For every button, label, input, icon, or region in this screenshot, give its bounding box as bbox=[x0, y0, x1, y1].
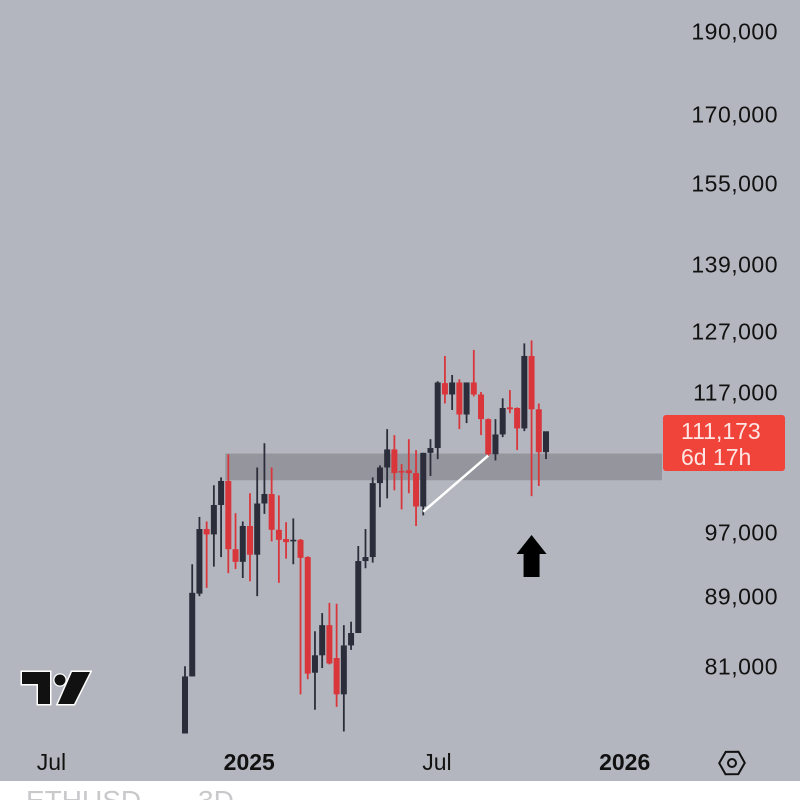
interval: 3D bbox=[198, 785, 234, 800]
last-price-value: 111,173 bbox=[681, 418, 761, 445]
candle-up bbox=[319, 625, 326, 656]
candle-down bbox=[528, 355, 535, 410]
time-tick-label: Jul bbox=[36, 749, 67, 775]
candle-down bbox=[398, 470, 405, 473]
candle-up bbox=[182, 676, 188, 734]
candle-down bbox=[441, 383, 448, 395]
candle-down bbox=[470, 382, 477, 395]
candle-up bbox=[362, 557, 369, 562]
price-tick-label: 155,000 bbox=[691, 170, 778, 197]
candle-up bbox=[420, 452, 427, 507]
candle-down bbox=[268, 493, 275, 530]
price-tick-label: 89,000 bbox=[704, 583, 778, 610]
candle-up bbox=[254, 503, 261, 555]
candle-up bbox=[463, 382, 470, 415]
candle-up bbox=[261, 493, 268, 504]
candle-up bbox=[311, 655, 318, 673]
candle-up bbox=[499, 408, 506, 435]
time-tick-label: 2025 bbox=[223, 749, 275, 775]
candle-down bbox=[405, 470, 412, 474]
candle-up bbox=[290, 539, 297, 542]
price-tick-label: 139,000 bbox=[691, 251, 778, 278]
candle-down bbox=[246, 525, 253, 555]
time-axis[interactable]: Jul 2025 Jul 2026 bbox=[0, 745, 800, 781]
candlestick-chart[interactable] bbox=[0, 0, 800, 745]
candle-down bbox=[413, 473, 420, 507]
symbol-footer[interactable]: ETHUSD 3D bbox=[0, 781, 800, 800]
candle-down bbox=[225, 480, 232, 550]
candle-down bbox=[456, 382, 463, 415]
candle-down bbox=[283, 539, 290, 543]
price-tick-label: 170,000 bbox=[691, 101, 778, 128]
candle-up bbox=[369, 483, 376, 558]
candle-down bbox=[485, 419, 492, 455]
candle-up bbox=[218, 480, 225, 505]
candle-up bbox=[384, 449, 391, 468]
symbol-name: ETHUSD bbox=[26, 785, 141, 800]
candle-down bbox=[506, 407, 513, 410]
candle-up bbox=[376, 467, 383, 484]
candle-up bbox=[449, 382, 456, 395]
candle-up bbox=[189, 592, 196, 677]
candle-up bbox=[348, 633, 355, 646]
price-tick-label: 127,000 bbox=[691, 318, 778, 345]
candle-up bbox=[340, 645, 347, 695]
time-tick-label: Jul bbox=[422, 749, 452, 775]
price-tick-label: 97,000 bbox=[704, 519, 778, 546]
price-tick-label: 81,000 bbox=[704, 653, 778, 680]
candle-down bbox=[304, 557, 311, 674]
candle-down bbox=[326, 625, 333, 664]
candle-up bbox=[239, 525, 246, 562]
candle-up bbox=[196, 529, 203, 594]
candle-up bbox=[543, 431, 549, 453]
time-tick-label: 2026 bbox=[599, 749, 651, 775]
candle-up bbox=[434, 382, 441, 449]
candle-down bbox=[333, 658, 340, 695]
candle-down bbox=[232, 549, 239, 562]
up-arrow-annotation bbox=[516, 535, 547, 577]
candle-up bbox=[492, 434, 499, 455]
candle-down bbox=[535, 409, 542, 453]
candle-up bbox=[355, 561, 362, 634]
last-price-label: 111,173 6d 17h bbox=[663, 415, 785, 472]
price-tick-label: 190,000 bbox=[691, 18, 778, 45]
candle-up bbox=[521, 355, 528, 429]
candle-down bbox=[514, 408, 521, 429]
candle-up bbox=[427, 448, 434, 453]
candle-down bbox=[391, 449, 398, 474]
candle-down bbox=[203, 529, 210, 535]
candle-down bbox=[275, 529, 282, 540]
candle-down bbox=[297, 539, 304, 558]
support-zone bbox=[225, 453, 662, 481]
candle-down bbox=[478, 394, 485, 420]
candle-up bbox=[210, 504, 217, 535]
bar-countdown: 6d 17h bbox=[681, 444, 752, 471]
price-tick-label: 117,000 bbox=[693, 379, 778, 406]
settings-hexagon-icon[interactable] bbox=[716, 747, 748, 779]
tradingview-logo bbox=[20, 670, 92, 706]
trendline bbox=[422, 454, 490, 513]
